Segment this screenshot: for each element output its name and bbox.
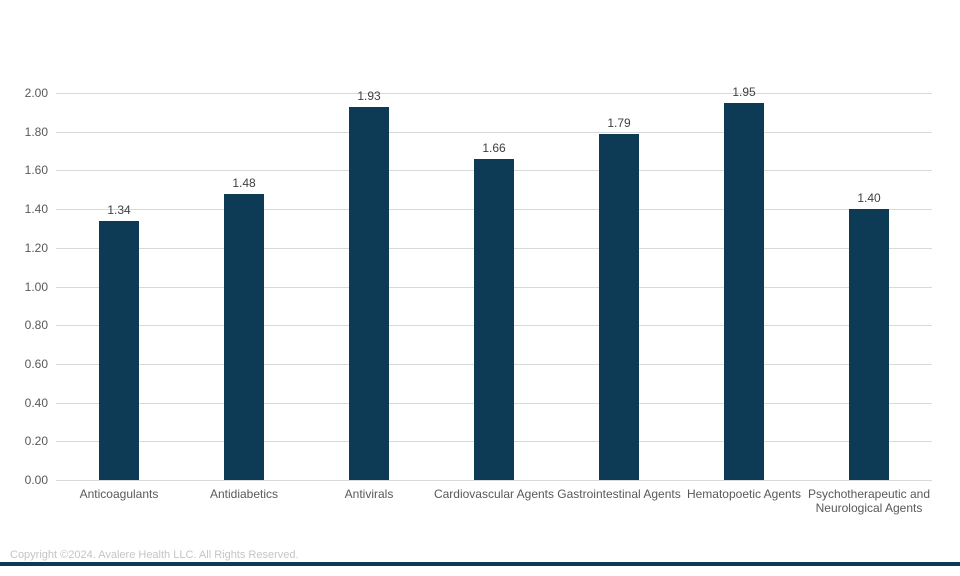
y-axis-tick-label: 0.60: [24, 357, 48, 371]
y-axis-tick-label: 1.80: [24, 125, 48, 139]
bar-value-label: 1.34: [107, 203, 131, 217]
bar-value-label: 1.95: [732, 85, 756, 99]
y-axis-tick-label: 0.40: [24, 396, 48, 410]
y-axis-tick-label: 0.00: [24, 473, 48, 487]
x-axis-category-label: Gastrointestinal Agents: [557, 487, 681, 501]
bar-value-label: 1.93: [357, 89, 381, 103]
x-axis-category-label: Psychotherapeutic and Neurological Agent…: [807, 487, 931, 515]
bar-value-label: 1.48: [232, 176, 256, 190]
y-axis-tick-label: 0.20: [24, 434, 48, 448]
gridline: [56, 93, 932, 94]
x-axis-category-label: Antidiabetics: [209, 487, 279, 501]
bar-hematopoetic-agents: [724, 103, 764, 480]
bar-value-label: 1.40: [857, 191, 881, 205]
bar-value-label: 1.79: [607, 116, 631, 130]
gridline: [56, 480, 932, 481]
bar-antivirals: [349, 107, 389, 480]
bar-gastrointestinal-agents: [599, 134, 639, 480]
x-axis-category-label: Hematopoetic Agents: [686, 487, 802, 501]
y-axis-tick-label: 2.00: [24, 86, 48, 100]
x-axis-category-label: Cardiovascular Agents: [433, 487, 555, 501]
gridline: [56, 132, 932, 133]
y-axis-tick-label: 0.80: [24, 318, 48, 332]
bar-anticoagulants: [99, 221, 139, 480]
bar-psychotherapeutic-and-neurological-agents: [849, 209, 889, 480]
footer-rule: [0, 562, 960, 566]
y-axis-tick-label: 1.00: [24, 280, 48, 294]
bar-value-label: 1.66: [482, 141, 506, 155]
x-axis-category-label: Anticoagulants: [79, 487, 159, 501]
y-axis-tick-label: 1.20: [24, 241, 48, 255]
copyright-text: Copyright ©2024. Avalere Health LLC. All…: [10, 549, 299, 561]
y-axis-tick-label: 1.60: [24, 163, 48, 177]
y-axis-tick-label: 1.40: [24, 202, 48, 216]
bar-cardiovascular-agents: [474, 159, 514, 480]
x-axis-category-label: Antivirals: [344, 487, 394, 501]
bar-antidiabetics: [224, 194, 264, 480]
